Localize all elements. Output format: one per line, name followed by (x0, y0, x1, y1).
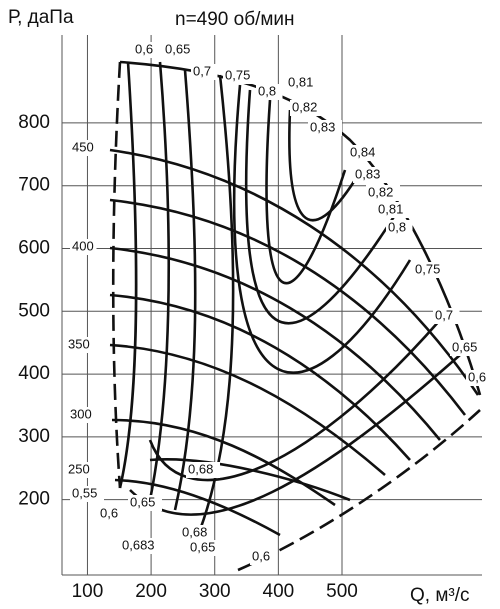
label-bg (353, 167, 387, 183)
curves (109, 60, 482, 572)
chart-title: n=490 об/мин (175, 9, 295, 30)
annotation: 350 (68, 336, 90, 351)
curve (109, 343, 386, 476)
label-bg (68, 407, 95, 423)
curve (114, 478, 281, 537)
label-bg (256, 84, 283, 100)
curve (244, 89, 397, 325)
annotation: 0,83 (310, 119, 335, 134)
x-axis-label: Q, м³/с (410, 585, 470, 606)
annotation: 0,6 (135, 41, 153, 56)
label-bg (308, 120, 342, 136)
annotation: 0,55 (72, 485, 97, 500)
annotation: 0,75 (225, 67, 250, 82)
annotation: 0,7 (193, 63, 211, 78)
annotation: 0,6 (100, 505, 118, 520)
curve (148, 319, 441, 482)
annotation: 0,81 (288, 74, 313, 89)
label-bg (66, 462, 93, 478)
label-bg (250, 549, 277, 565)
annotation: 0,683 (122, 537, 155, 552)
annotation: 0,68 (182, 524, 207, 539)
y-tick-label: 800 (18, 112, 50, 133)
curve (109, 293, 411, 461)
x-tick-label: 200 (135, 581, 167, 602)
annotation: 450 (72, 139, 94, 154)
label-bg (186, 462, 220, 478)
annotation: 0,82 (292, 99, 317, 114)
x-tick-label: 500 (326, 581, 358, 602)
label-bg (413, 262, 447, 278)
label-bg (348, 145, 382, 161)
boundary (237, 409, 481, 572)
curve (288, 109, 357, 222)
x-tick-label: 300 (199, 581, 231, 602)
label-bg (70, 140, 97, 156)
curve (265, 99, 347, 285)
label-bg (98, 506, 125, 522)
annotation: 300 (70, 406, 92, 421)
x-tick-label: 400 (263, 581, 295, 602)
y-tick-label: 200 (18, 489, 50, 510)
annotation: 0,65 (452, 339, 477, 354)
label-bg (120, 538, 162, 554)
annotation: 0,8 (258, 83, 276, 98)
label-bg (133, 42, 160, 58)
y-tick-label: 600 (18, 238, 50, 259)
label-bg (191, 64, 218, 80)
label-bg (163, 42, 197, 58)
annotation: 0,65 (190, 539, 215, 554)
label-bg (180, 525, 214, 541)
y-tick-label: 300 (18, 426, 50, 447)
annotation: 0,7 (435, 307, 453, 322)
annotation: 0,65 (165, 41, 190, 56)
annotation: 0,83 (355, 166, 380, 181)
label-bg (223, 68, 257, 84)
label-bg (188, 540, 222, 556)
curve (109, 246, 442, 441)
curve (148, 61, 171, 501)
annotation: 0,65 (130, 494, 155, 509)
annotation: 0,75 (415, 261, 440, 276)
label-bg (376, 202, 410, 218)
curve (198, 74, 235, 531)
annotation: 0,82 (368, 184, 393, 199)
annotation: 0,84 (350, 144, 375, 159)
curve (232, 84, 412, 374)
label-bg (450, 340, 484, 356)
label-bg (66, 337, 93, 353)
label-bg (70, 239, 97, 255)
y-axis-label: Р, даПа (8, 7, 74, 28)
annotation: 400 (72, 238, 94, 253)
label-bg (70, 486, 104, 502)
y-tick-label: 500 (18, 300, 50, 321)
annotation: 0,68 (188, 461, 213, 476)
annotation: 0,81 (378, 201, 403, 216)
curve (111, 418, 336, 507)
curve (173, 69, 197, 511)
label-bg (466, 370, 493, 386)
label-bg (433, 308, 460, 324)
annotation: 250 (68, 461, 90, 476)
curve (118, 61, 138, 489)
label-bg (290, 100, 324, 116)
annotation: 0,6 (468, 369, 486, 384)
annotation: 0,6 (252, 548, 270, 563)
y-tick-label: 400 (18, 363, 50, 384)
annotation: 0,8 (388, 219, 406, 234)
x-tick-label: 100 (72, 581, 104, 602)
label-bg (366, 185, 400, 201)
y-tick-label: 700 (18, 175, 50, 196)
label-bg (286, 75, 320, 91)
label-bg (386, 220, 413, 236)
label-bg (128, 495, 162, 511)
boundary (111, 61, 122, 489)
